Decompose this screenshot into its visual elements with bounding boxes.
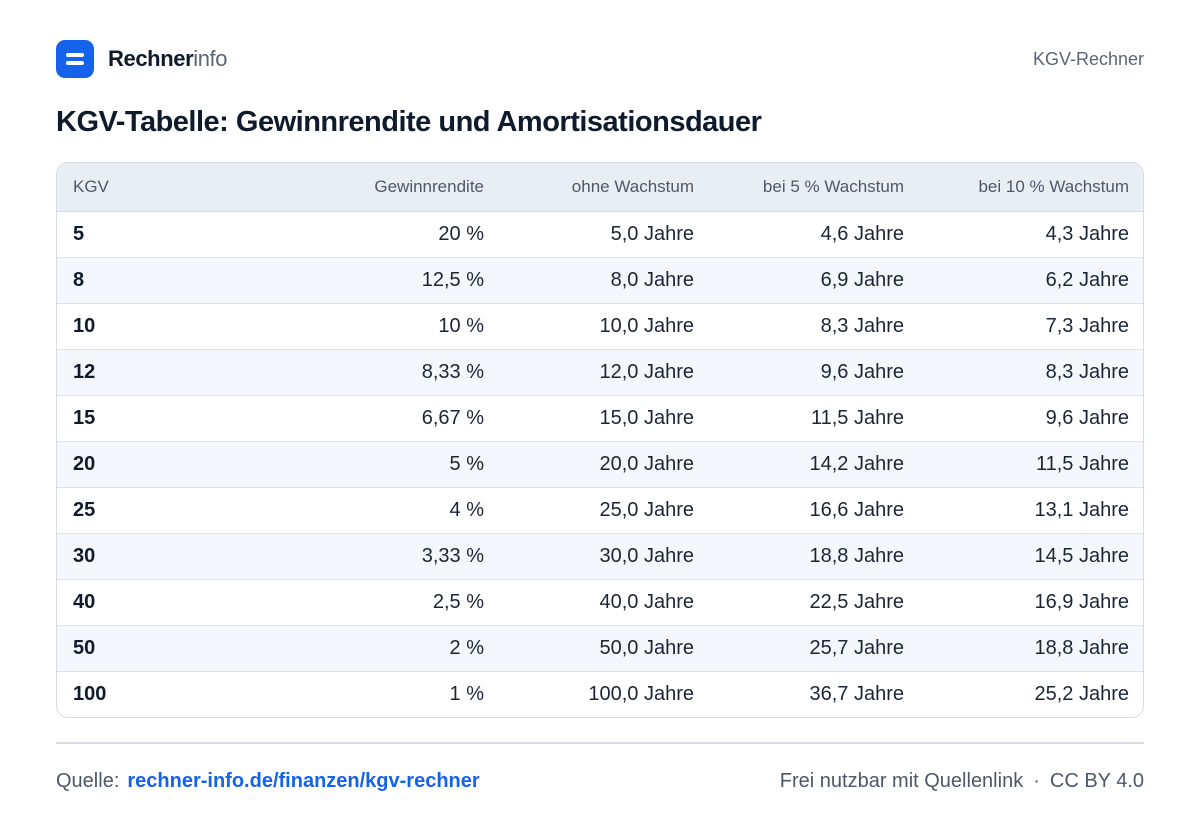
cell-10-prozent: 7,3 Jahre <box>1045 314 1129 337</box>
cell-kgv: 15 <box>73 406 96 429</box>
cell-kgv: 8 <box>73 268 85 291</box>
cell-ohne-wachstum: 8,0 Jahre <box>610 268 694 291</box>
cell-gewinnrendite: 3,33 % <box>421 544 484 567</box>
cell-gewinnrendite: 2 % <box>449 636 484 659</box>
column-header-gewinnrendite: Gewinnrendite <box>292 163 500 212</box>
cell-ohne-wachstum: 5,0 Jahre <box>610 222 694 245</box>
cell-gewinnrendite: 4 % <box>449 498 484 521</box>
column-header-kgv: KGV <box>57 163 292 212</box>
cell-10-prozent: 4,3 Jahre <box>1045 222 1129 245</box>
table-row: 50 2 % 50,0 Jahre 25,7 Jahre 18,8 Jahre <box>57 625 1143 671</box>
cell-5-prozent: 4,6 Jahre <box>820 222 904 245</box>
cell-10-prozent: 14,5 Jahre <box>1034 544 1129 567</box>
cell-gewinnrendite: 12,5 % <box>421 268 484 291</box>
cell-ohne-wachstum: 12,0 Jahre <box>599 360 694 383</box>
table-row: 30 3,33 % 30,0 Jahre 18,8 Jahre 14,5 Jahre <box>57 533 1143 579</box>
license-separator: · <box>1033 769 1040 792</box>
cell-10-prozent: 16,9 Jahre <box>1034 590 1129 613</box>
kgv-table-container: KGV Gewinnrendite ohne Wachstum bei 5 % … <box>56 162 1144 718</box>
kgv-table: KGV Gewinnrendite ohne Wachstum bei 5 % … <box>57 163 1143 717</box>
cell-kgv: 40 <box>73 590 96 613</box>
cell-gewinnrendite: 6,67 % <box>421 406 484 429</box>
cell-5-prozent: 36,7 Jahre <box>809 682 904 705</box>
cell-kgv: 50 <box>73 636 96 659</box>
cell-ohne-wachstum: 25,0 Jahre <box>599 498 694 521</box>
cell-10-prozent: 6,2 Jahre <box>1045 268 1129 291</box>
cell-gewinnrendite: 2,5 % <box>432 590 484 613</box>
table-row: 20 5 % 20,0 Jahre 14,2 Jahre 11,5 Jahre <box>57 441 1143 487</box>
brand-name-light: info <box>193 46 228 71</box>
cell-kgv: 100 <box>73 682 107 705</box>
license-note: Frei nutzbar mit Quellenlink <box>779 769 1024 792</box>
cell-10-prozent: 8,3 Jahre <box>1045 360 1129 383</box>
cell-5-prozent: 9,6 Jahre <box>820 360 904 383</box>
brand-name: Rechnerinfo <box>108 46 228 72</box>
cell-kgv: 10 <box>73 314 96 337</box>
source: Quelle: rechner-info.de/finanzen/kgv-rec… <box>56 770 480 793</box>
table-row: 100 1 % 100,0 Jahre 36,7 Jahre 25,2 Jahre <box>57 671 1143 717</box>
table-header: KGV Gewinnrendite ohne Wachstum bei 5 % … <box>57 163 1143 212</box>
table-row: 15 6,67 % 15,0 Jahre 11,5 Jahre 9,6 Jahre <box>57 395 1143 441</box>
brand[interactable]: Rechnerinfo <box>56 40 228 78</box>
cell-10-prozent: 9,6 Jahre <box>1045 406 1129 429</box>
cell-gewinnrendite: 5 % <box>449 452 484 475</box>
cell-ohne-wachstum: 15,0 Jahre <box>599 406 694 429</box>
cell-5-prozent: 14,2 Jahre <box>809 452 904 475</box>
cell-10-prozent: 13,1 Jahre <box>1034 498 1129 521</box>
cell-5-prozent: 25,7 Jahre <box>809 636 904 659</box>
cell-kgv: 30 <box>73 544 96 567</box>
logo-bar-bottom <box>66 61 84 65</box>
cell-ohne-wachstum: 40,0 Jahre <box>599 590 694 613</box>
table-row: 12 8,33 % 12,0 Jahre 9,6 Jahre 8,3 Jahre <box>57 349 1143 395</box>
table-body: 5 20 % 5,0 Jahre 4,6 Jahre 4,3 Jahre 8 12,5 % 8… <box>57 211 1143 717</box>
cell-kgv: 20 <box>73 452 96 475</box>
cell-5-prozent: 11,5 Jahre <box>810 406 904 429</box>
cell-kgv: 12 <box>73 360 96 383</box>
cell-5-prozent: 16,6 Jahre <box>809 498 904 521</box>
cell-5-prozent: 6,9 Jahre <box>820 268 904 291</box>
footer-divider <box>56 742 1144 744</box>
column-header-5-prozent: bei 5 % Wachstum <box>710 163 920 212</box>
cell-ohne-wachstum: 20,0 Jahre <box>599 452 694 475</box>
logo-bar-top <box>66 53 84 57</box>
brand-name-strong: Rechner <box>108 46 194 71</box>
page-title: KGV-Tabelle: Gewinnrendite und Amortisat… <box>56 106 762 138</box>
page-footer: Quelle: rechner-info.de/finanzen/kgv-rec… <box>56 768 1144 794</box>
table-row: 5 20 % 5,0 Jahre 4,6 Jahre 4,3 Jahre <box>57 211 1143 257</box>
cell-ohne-wachstum: 30,0 Jahre <box>599 544 694 567</box>
cell-5-prozent: 8,3 Jahre <box>820 314 904 337</box>
cell-kgv: 5 <box>73 222 85 245</box>
cell-gewinnrendite: 8,33 % <box>421 360 484 383</box>
cell-gewinnrendite: 1 % <box>449 682 484 705</box>
cell-gewinnrendite: 10 % <box>438 314 484 337</box>
cell-ohne-wachstum: 50,0 Jahre <box>599 636 694 659</box>
cell-10-prozent: 18,8 Jahre <box>1034 636 1129 659</box>
cell-10-prozent: 25,2 Jahre <box>1034 682 1129 705</box>
cell-5-prozent: 22,5 Jahre <box>809 590 904 613</box>
table-row: 40 2,5 % 40,0 Jahre 22,5 Jahre 16,9 Jahre <box>57 579 1143 625</box>
table-header-row: KGV Gewinnrendite ohne Wachstum bei 5 % … <box>57 163 1143 212</box>
cell-gewinnrendite: 20 % <box>438 222 484 245</box>
column-header-ohne-wachstum: ohne Wachstum <box>500 163 710 212</box>
cell-10-prozent: 11,5 Jahre <box>1035 452 1129 475</box>
cell-5-prozent: 18,8 Jahre <box>809 544 904 567</box>
table-row: 8 12,5 % 8,0 Jahre 6,9 Jahre 6,2 Jahre <box>57 257 1143 303</box>
license-info: Frei nutzbar mit Quellenlink · CC BY 4.0 <box>780 770 1144 793</box>
table-row: 10 10 % 10,0 Jahre 8,3 Jahre 7,3 Jahre <box>57 303 1143 349</box>
cell-ohne-wachstum: 100,0 Jahre <box>588 682 694 705</box>
cell-ohne-wachstum: 10,0 Jahre <box>599 314 694 337</box>
source-link[interactable]: rechner-info.de/finanzen/kgv-rechner <box>127 769 480 792</box>
column-header-10-prozent: bei 10 % Wachstum <box>920 163 1143 212</box>
cell-kgv: 25 <box>73 498 96 521</box>
header-calculator-label: KGV-Rechner <box>1032 48 1144 69</box>
table-row: 25 4 % 25,0 Jahre 16,6 Jahre 13,1 Jahre <box>57 487 1143 533</box>
license-name: CC BY 4.0 <box>1049 769 1144 792</box>
equals-icon <box>56 40 94 78</box>
page-header: Rechnerinfo KGV-Rechner <box>56 40 1144 78</box>
source-label: Quelle: <box>56 769 120 792</box>
